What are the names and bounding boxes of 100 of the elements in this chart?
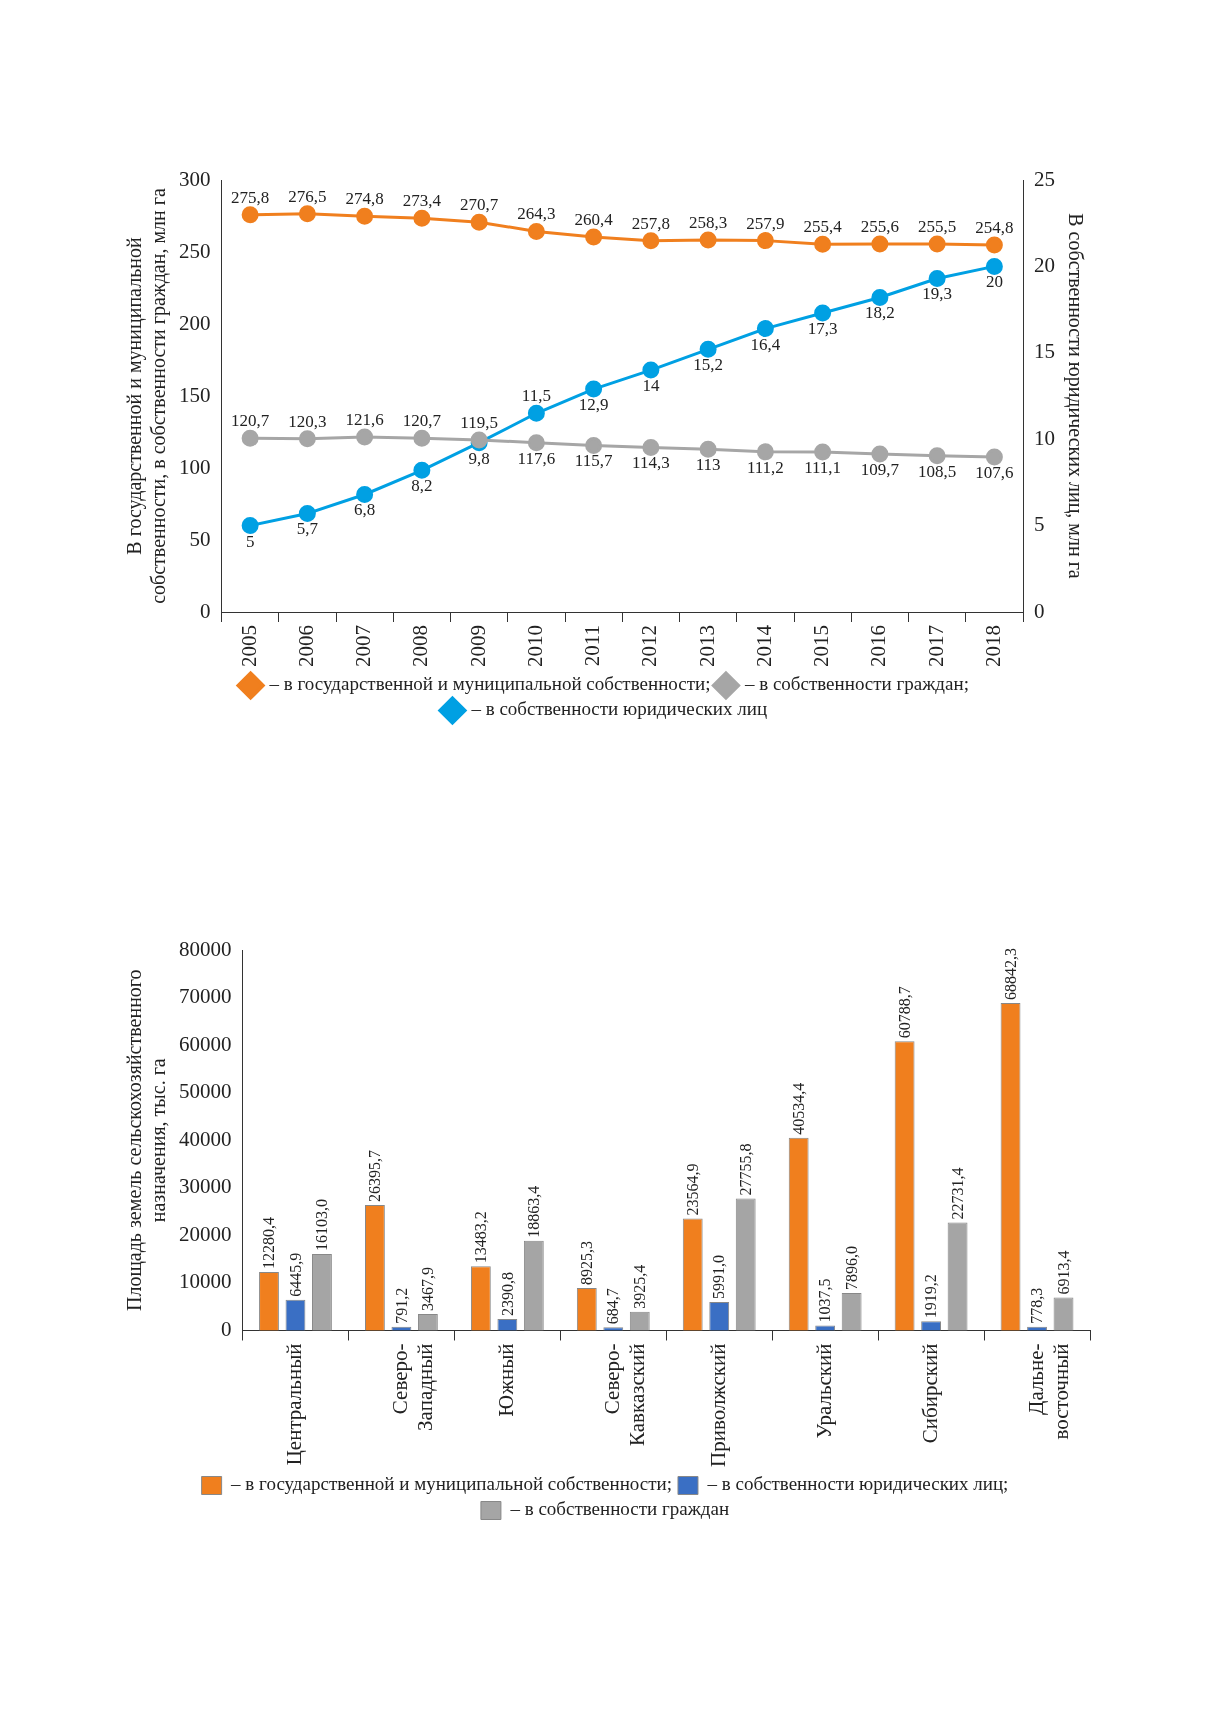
data-label: 120,3 (288, 411, 327, 431)
data-label: 19,3 (922, 284, 952, 304)
data-label: 255,6 (860, 216, 899, 236)
point (871, 445, 889, 463)
data-label: 26395,7 (366, 1149, 384, 1202)
data-label: 23564,9 (683, 1163, 701, 1216)
x-tick-label: Северо-Западный (387, 1343, 438, 1431)
x-tick-label: 2009 (465, 625, 490, 667)
point (928, 235, 946, 253)
y-tick-label: 20000 (179, 1221, 232, 1246)
data-label: 111,1 (804, 457, 842, 477)
data-label: 7896,0 (842, 1245, 860, 1290)
x-tick-label: 2013 (694, 625, 719, 667)
data-label: 12,9 (578, 395, 609, 415)
x-tick-label: 2012 (637, 625, 662, 667)
x-tick-label: 2005 (236, 625, 261, 667)
data-label: 257,8 (631, 213, 670, 233)
data-label: 22731,4 (948, 1167, 966, 1220)
y-tick-label: 70000 (179, 984, 232, 1009)
y-tick-label: 100 (179, 454, 211, 479)
y-tick-label: 200 (179, 310, 211, 335)
x-tick-label: 2017 (923, 625, 948, 667)
data-label: 68842,3 (1001, 948, 1019, 1001)
data-label: 6913,4 (1054, 1250, 1072, 1295)
data-label: 108,5 (918, 461, 957, 481)
point (241, 206, 259, 224)
data-label: 255,4 (803, 217, 843, 237)
data-label: 11,5 (521, 386, 551, 406)
x-tick-label: Сибирский (917, 1343, 942, 1444)
point (985, 236, 1003, 254)
point (241, 517, 259, 535)
data-label: 275,8 (231, 187, 270, 207)
point (985, 448, 1003, 466)
legend-label: – в собственности юридических лиц (470, 698, 768, 720)
y-tick-label: 80000 (179, 936, 232, 961)
y-tick-label: 150 (179, 382, 211, 407)
data-label: 18863,4 (525, 1185, 543, 1238)
data-label: 6,8 (354, 500, 376, 520)
point (642, 438, 660, 456)
data-label: 684,7 (604, 1288, 622, 1325)
data-label: 257,9 (746, 213, 785, 233)
legend-label: – в собственности граждан; (743, 673, 969, 695)
x-tick-label: 2016 (866, 625, 891, 667)
data-label: 107,6 (975, 463, 1014, 483)
x-tick-label: Северо-Кавказский (599, 1343, 649, 1446)
data-label: 1037,5 (816, 1278, 834, 1323)
point (699, 231, 717, 249)
data-label: 3925,4 (630, 1264, 648, 1309)
x-tick-label: 2018 (980, 625, 1005, 667)
point (814, 443, 832, 461)
x-tick-label: 2015 (809, 625, 834, 667)
data-label: 1919,2 (922, 1274, 940, 1319)
point (699, 340, 717, 358)
point (413, 209, 431, 227)
point (470, 213, 488, 231)
data-label: 17,3 (807, 319, 838, 339)
data-label: 121,6 (345, 409, 384, 429)
point (585, 380, 603, 398)
legend-label: – в государственной и муниципальной собственности; (230, 1473, 672, 1495)
data-label: 111,2 (746, 457, 784, 477)
data-label: 13483,2 (472, 1211, 490, 1264)
point (298, 430, 316, 448)
y2-tick-label: 10 (1034, 425, 1055, 450)
data-label: 16103,0 (313, 1198, 331, 1251)
point (298, 205, 316, 223)
point (585, 228, 603, 246)
point (928, 447, 946, 465)
data-label: 5,7 (296, 519, 319, 539)
point (642, 232, 660, 250)
point (928, 270, 946, 287)
x-tick-label: Центральный (281, 1343, 306, 1466)
y2-tick-label: 20 (1034, 252, 1055, 277)
y2-tick-label: 15 (1034, 339, 1055, 364)
data-label: 14 (642, 376, 660, 396)
point (356, 486, 374, 503)
data-label: 273,4 (402, 191, 442, 211)
data-label: 115,7 (574, 451, 613, 471)
data-label: 6445,9 (286, 1252, 304, 1297)
y-tick-label: 250 (179, 238, 211, 263)
point (298, 505, 316, 522)
y-tick-label: 50000 (179, 1079, 232, 1104)
y-tick-label: 0 (221, 1317, 232, 1342)
point (699, 440, 717, 458)
y2-tick-label: 5 (1034, 512, 1045, 537)
data-label: 264,3 (517, 204, 556, 224)
y-axis-title: Площадь земель сельскохозяйственного назначения, тыс. га (123, 969, 170, 1312)
point (356, 207, 374, 225)
legend-label: – в собственности юридических лиц; (706, 1473, 1009, 1495)
data-label: 791,2 (392, 1287, 410, 1324)
data-label: 254,8 (975, 218, 1014, 238)
y-axis-title: В государственной и муниципальной собственности, в собственности граждан, млн га (123, 188, 171, 604)
point (814, 235, 832, 253)
data-label: 16,4 (750, 334, 781, 354)
legend-label: – в государственной и муниципальной собственности; (268, 673, 711, 695)
data-label: 778,3 (1028, 1287, 1046, 1324)
x-tick-label: 2011 (580, 625, 605, 667)
legend-label: – в собственности граждан (509, 1498, 730, 1520)
point (585, 436, 603, 454)
data-label: 60788,7 (895, 986, 913, 1039)
data-label: 8925,3 (578, 1241, 595, 1286)
